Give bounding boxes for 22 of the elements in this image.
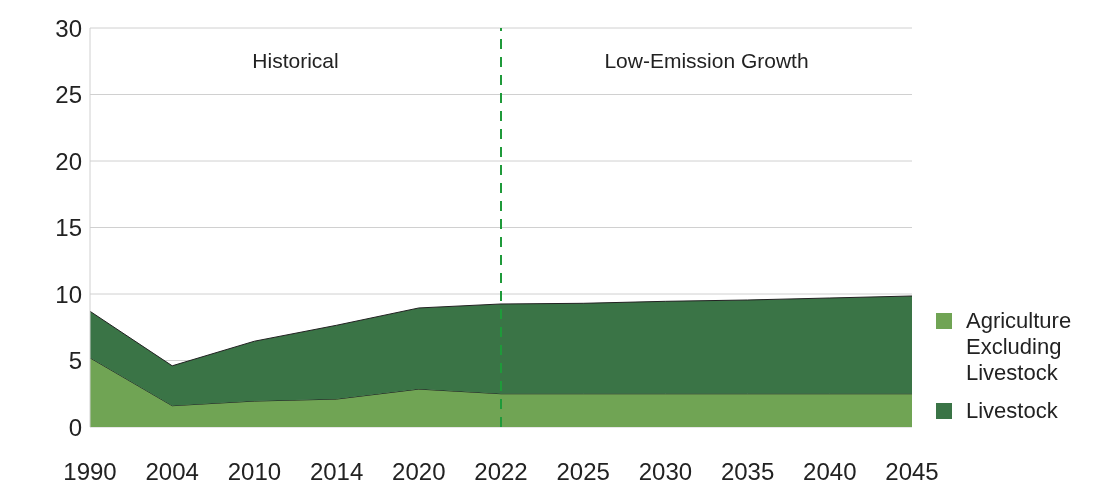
y-tick-label: 5 xyxy=(68,347,82,375)
y-tick-label: 15 xyxy=(55,214,82,242)
legend-label: Agriculture Excluding Livestock xyxy=(966,308,1073,386)
x-tick-label: 2040 xyxy=(803,458,857,484)
x-tick-label: 2020 xyxy=(392,458,446,484)
x-tick-label: 2025 xyxy=(556,458,610,484)
x-tick-label: 1990 xyxy=(63,458,117,484)
legend-label: Livestock xyxy=(966,398,1058,424)
x-tick-label: 2022 xyxy=(474,458,528,484)
y-tick-label: 0 xyxy=(68,413,82,441)
x-tick-label: 2014 xyxy=(309,458,364,484)
y-tick-label: 30 xyxy=(55,14,82,42)
y-tick-label: 10 xyxy=(55,280,82,308)
x-tick-label: 2010 xyxy=(227,458,282,484)
x-tick-label: 2045 xyxy=(885,458,939,484)
x-tick-label: 2004 xyxy=(145,458,199,484)
y-tick-label: 20 xyxy=(55,147,82,175)
x-tick-label: 2030 xyxy=(638,458,693,484)
annotation: Historical xyxy=(252,49,339,72)
y-tick-label: 25 xyxy=(55,81,82,109)
x-tick-label: 2035 xyxy=(720,458,775,484)
annotation: Low-Emission Growth xyxy=(604,49,809,72)
